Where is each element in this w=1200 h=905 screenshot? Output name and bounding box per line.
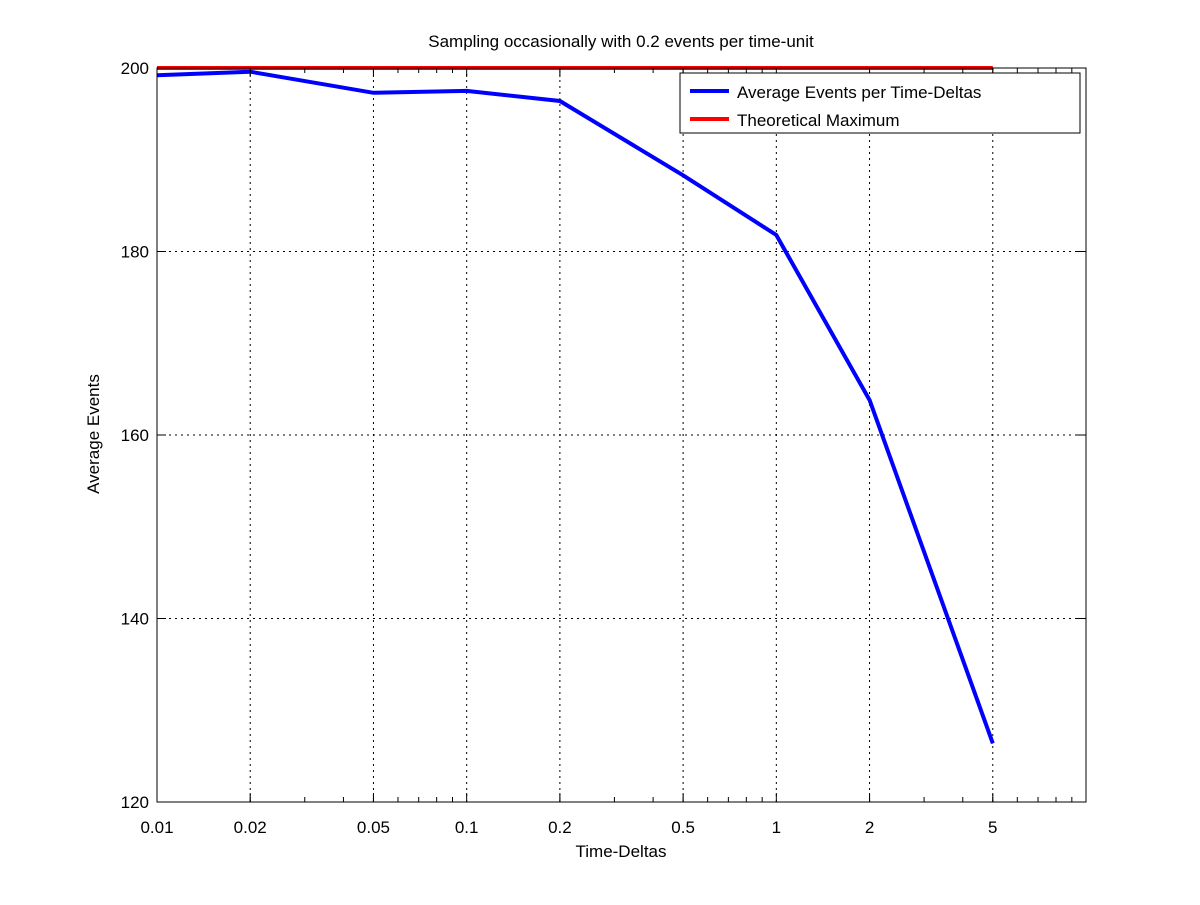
x-tick-label: 0.5 xyxy=(671,818,695,837)
data-point xyxy=(682,174,684,176)
y-tick-label: 180 xyxy=(121,243,149,262)
x-tick-label: 0.2 xyxy=(548,818,572,837)
data-point xyxy=(372,92,374,94)
y-axis-label: Average Events xyxy=(84,374,103,494)
data-point xyxy=(559,100,561,102)
x-tick-label: 5 xyxy=(988,818,997,837)
x-tick-label: 0.1 xyxy=(455,818,479,837)
data-point xyxy=(992,742,994,744)
legend: Average Events per Time-Deltas Theoretic… xyxy=(679,72,1081,134)
y-tick-label: 200 xyxy=(121,59,149,78)
series-line-average-events xyxy=(156,69,995,744)
x-tick-label: 0.05 xyxy=(357,818,390,837)
legend-label-average-events: Average Events per Time-Deltas xyxy=(737,83,981,102)
x-tick-label: 0.02 xyxy=(234,818,267,837)
x-tick-label: 1 xyxy=(772,818,781,837)
chart-title: Sampling occasionally with 0.2 events pe… xyxy=(428,32,814,51)
x-axis-label: Time-Deltas xyxy=(576,842,667,861)
data-point xyxy=(869,399,871,401)
y-tick-label: 160 xyxy=(121,426,149,445)
series-lines xyxy=(156,66,995,744)
axis-ticks: 0.01 0.02 0.05 0.1 0.2 0.5 1 2 5 120 140 160 180 200 xyxy=(121,59,1086,837)
y-tick-label: 120 xyxy=(121,793,149,812)
x-tick-label: 0.01 xyxy=(140,818,173,837)
legend-label-theoretical-maximum: Theoretical Maximum xyxy=(737,111,900,130)
x-tick-label: 2 xyxy=(865,818,874,837)
legend-box xyxy=(679,72,1081,134)
data-point xyxy=(466,90,468,92)
data-point xyxy=(775,234,777,236)
grid-lines xyxy=(157,68,1086,802)
y-tick-label: 140 xyxy=(121,610,149,629)
